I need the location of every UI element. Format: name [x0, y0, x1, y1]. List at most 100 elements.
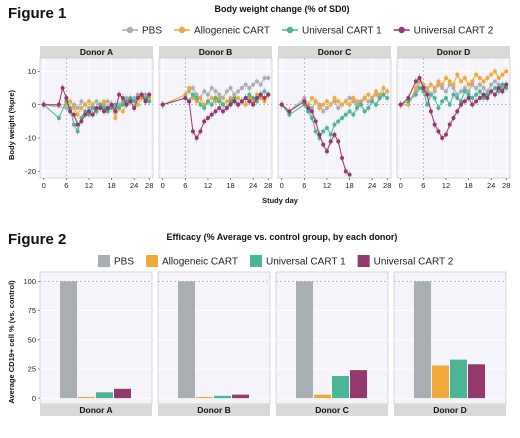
figure1-point-allogeneic-cart	[135, 102, 140, 107]
figure1-xtick-label: 6	[64, 181, 68, 190]
figure2-bar-allogeneic-cart	[432, 365, 449, 399]
figure1-point-universal-cart-2	[347, 172, 352, 177]
figure1-strip-donor-c	[278, 46, 391, 58]
figure1-point-allogeneic-cart	[340, 102, 345, 107]
figure2-bar-universal-cart-2	[114, 388, 131, 399]
figure1-point-universal-cart-1	[56, 116, 61, 120]
figure1-panels: -20 -10 0 10 Donor A 0 6 12 18 24 28 Donor B 0 6 12 18 2…	[25, 46, 510, 190]
figure1-point-universal-cart-1	[347, 109, 352, 114]
figure1-point-universal-cart-2	[236, 102, 241, 107]
figure1-point-pbs	[236, 89, 241, 94]
figure1-point-allogeneic-cart	[477, 76, 482, 80]
figure1-point-universal-cart-2	[440, 136, 445, 140]
figure1-point-universal-cart-2	[324, 149, 329, 154]
figure2-legend-label-pbs: PBS	[114, 257, 134, 268]
figure1-point-allogeneic-cart	[243, 102, 248, 107]
figure2-panels: 0 25 50 75 100 Donor A Donor B Donor C Donor D	[23, 271, 507, 416]
figure1-plot-area	[277, 57, 392, 179]
figure1-point-universal-cart-1	[377, 96, 382, 100]
figure1-point-pbs	[366, 99, 371, 104]
figure2-strip-label: Donor D	[433, 405, 467, 415]
figure1-point-universal-cart-1	[336, 119, 341, 124]
figure1-strip-label: Donor B	[199, 47, 233, 57]
figure1-xtick-label: 0	[399, 181, 403, 190]
figure1-point-allogeneic-cart	[351, 96, 356, 100]
figure1-point-universal-cart-2	[251, 102, 256, 107]
figure1-point-universal-cart-2	[221, 109, 226, 114]
figure1-point-universal-cart-2	[160, 102, 165, 107]
figure1-point-universal-cart-1	[443, 96, 448, 100]
figure1-point-universal-cart-1	[132, 99, 137, 104]
figure1-point-universal-cart-1	[474, 92, 479, 97]
figure1-xtick-label: 18	[107, 181, 115, 190]
figure1-strip-label: Donor C	[318, 47, 352, 57]
figure1-point-allogeneic-cart	[504, 69, 509, 74]
figure2-bar-pbs	[414, 281, 431, 399]
figure1-point-universal-cart-2	[489, 89, 494, 94]
figure1-point-allogeneic-cart	[381, 86, 386, 90]
figure1-point-universal-cart-2	[117, 92, 122, 97]
figure1-point-allogeneic-cart	[489, 72, 494, 77]
figure1-point-allogeneic-cart	[466, 82, 471, 87]
figure1-plot-area	[158, 57, 273, 179]
figure1-point-universal-cart-2	[328, 139, 333, 144]
figure1-point-universal-cart-2	[239, 99, 244, 104]
figure1-point-universal-cart-2	[266, 92, 271, 97]
figure1-point-universal-cart-2	[109, 102, 114, 107]
figure2-legend-swatch-universal-cart-2	[357, 255, 370, 267]
figure1-point-allogeneic-cart	[500, 72, 505, 77]
figure1-point-universal-cart-2	[481, 92, 486, 97]
figure1-point-universal-cart-2	[406, 96, 411, 100]
figure1-point-universal-cart-1	[340, 116, 345, 120]
figure1-point-universal-cart-2	[492, 92, 497, 97]
figure1-point-allogeneic-cart	[413, 86, 418, 90]
figure2-bar-pbs	[60, 281, 77, 399]
figure2-strip-donor-b	[158, 404, 270, 416]
figure1-point-universal-cart-1	[492, 86, 497, 90]
figure1-point-pbs	[251, 82, 256, 87]
figure1-point-universal-cart-2	[202, 119, 207, 124]
figure1-point-allogeneic-cart	[83, 102, 88, 107]
figure1-point-universal-cart-2	[217, 106, 222, 110]
figure2-title: Efficacy (% Average vs. control group, b…	[167, 232, 398, 242]
figure1-point-universal-cart-2	[75, 122, 80, 127]
figure2-legend-label-allogeneic-cart: Allogeneic CART	[162, 257, 238, 268]
figure1-point-pbs	[213, 89, 218, 94]
figure1-point-universal-cart-1	[343, 112, 348, 117]
figure1-point-allogeneic-cart	[321, 102, 326, 107]
figure1-panel-donor-c: Donor C 0 6 12 18 24 28	[277, 46, 392, 190]
figure1-point-pbs	[94, 99, 99, 104]
figure1-point-universal-cart-2	[247, 99, 252, 104]
figure1-point-allogeneic-cart	[496, 76, 501, 80]
figure1-point-universal-cart-2	[451, 116, 456, 120]
figure1-point-universal-cart-1	[366, 106, 371, 110]
figure1-point-universal-cart-2	[425, 92, 430, 97]
figure2-panel-donor-d: Donor D	[393, 271, 507, 416]
figure1-point-universal-cart-1	[362, 109, 367, 114]
figure1-point-universal-cart-2	[254, 96, 259, 100]
figure2-ytick-label: 25	[28, 365, 36, 374]
figure1-point-universal-cart-2	[41, 102, 46, 107]
figure1-point-universal-cart-1	[147, 99, 152, 104]
figure1-ytick-label: -20	[25, 167, 36, 176]
figure1-xtick-label: 24	[130, 181, 138, 190]
figure1-point-universal-cart-1	[440, 99, 445, 104]
figure1-point-universal-cart-1	[355, 106, 360, 110]
figure1-point-universal-cart-1	[205, 99, 210, 104]
figure1-point-allogeneic-cart	[75, 112, 80, 117]
figure1-xtick-label: 12	[442, 181, 450, 190]
figure1-point-pbs	[443, 89, 448, 94]
figure1-point-universal-cart-1	[500, 82, 505, 87]
figure1-point-universal-cart-2	[64, 96, 69, 100]
figure1-point-universal-cart-1	[202, 106, 207, 110]
figure1-point-universal-cart-2	[86, 109, 91, 114]
figure2-panel-donor-c: Donor C	[275, 271, 389, 416]
figure1-point-universal-cart-2	[287, 109, 292, 114]
figure1-panel-donor-a: Donor A 0 6 12 18 24 28	[39, 46, 153, 190]
figure2-panel-donor-a: Donor A	[39, 271, 153, 416]
figure1-point-allogeneic-cart	[343, 99, 348, 104]
figure1-point-universal-cart-1	[417, 86, 422, 90]
figure1-point-universal-cart-1	[221, 102, 226, 107]
figure1-point-universal-cart-2	[317, 132, 322, 137]
figure1-point-allogeneic-cart	[373, 89, 378, 94]
